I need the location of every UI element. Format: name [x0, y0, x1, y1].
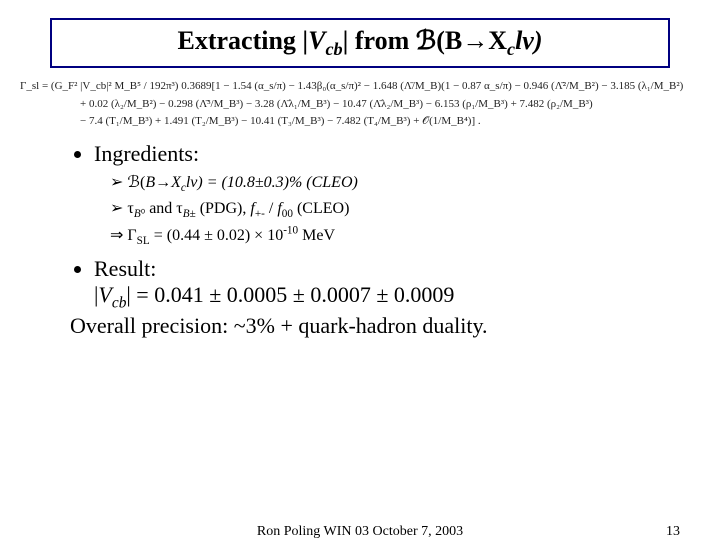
formula-line-3: − 7.4 (T₁/M_B³) + 1.491 (T₂/M_B³) − 10.4… [20, 113, 700, 131]
ingredients-heading: Ingredients: [94, 141, 670, 167]
page-number: 13 [666, 524, 680, 540]
formula-block: Γ_sl = (G_F² |V_cb|² M_B⁵ / 192π³) 0.368… [20, 78, 700, 131]
title-vcb-sub: cb [325, 39, 342, 59]
ing1-x: X [171, 174, 181, 191]
ing3-text: ΓSL = (0.44 ± 0.02) × 10-10 MeV [127, 227, 335, 244]
result-vcb-line: |Vcb| = 0.041 ± 0.0005 ± 0.0007 ± 0.0009 [94, 282, 670, 312]
ing1-pre: ℬ( [127, 174, 145, 191]
title-vcb: V [308, 26, 325, 55]
result-precision: Overall precision: ~3% + quark-hadron du… [70, 313, 670, 339]
ingredients-item-2: τB⁰ and τB± (PDG), f+- / f00 (CLEO) [110, 197, 670, 223]
footer-text: Ron Poling WIN 03 October 7, 2003 [0, 524, 720, 540]
ingredients-section: Ingredients: ℬ(B→Xclν) = (10.8±0.3)% (CL… [70, 141, 670, 250]
ingredients-subitems: ℬ(B→Xclν) = (10.8±0.3)% (CLEO) τB⁰ and τ… [110, 171, 670, 250]
ing1-b: B [145, 174, 155, 191]
title-prefix: Extracting | [177, 26, 308, 55]
title-csub: c [507, 39, 515, 59]
result-heading: Result: [94, 256, 670, 282]
formula-line-2: + 0.02 (λ₂/M_B²) − 0.298 (Λ̄³/M_B³) − 3.… [20, 96, 700, 114]
ingredients-item-3: ΓSL = (0.44 ± 0.02) × 10-10 MeV [110, 223, 670, 250]
ingredients-item-1: ℬ(B→Xclν) = (10.8±0.3)% (CLEO) [110, 171, 670, 197]
ing1-arrow: → [155, 174, 171, 191]
result-section: Result: |Vcb| = 0.041 ± 0.0005 ± 0.0007 … [70, 256, 670, 338]
title-mid: | from [343, 26, 416, 55]
title-box: Extracting |Vcb| from ℬ(B→Xclν) [50, 18, 670, 68]
title-bdecay: ℬ(B→X [416, 26, 507, 55]
formula-line-1: Γ_sl = (G_F² |V_cb|² M_B⁵ / 192π³) 0.368… [20, 78, 700, 96]
ing2-text: τB⁰ and τB± (PDG), f+- / f00 (CLEO) [127, 200, 349, 217]
ing1-ln: lν) = (10.8±0.3)% (CLEO) [186, 174, 358, 191]
title-ln: lν) [515, 26, 542, 55]
